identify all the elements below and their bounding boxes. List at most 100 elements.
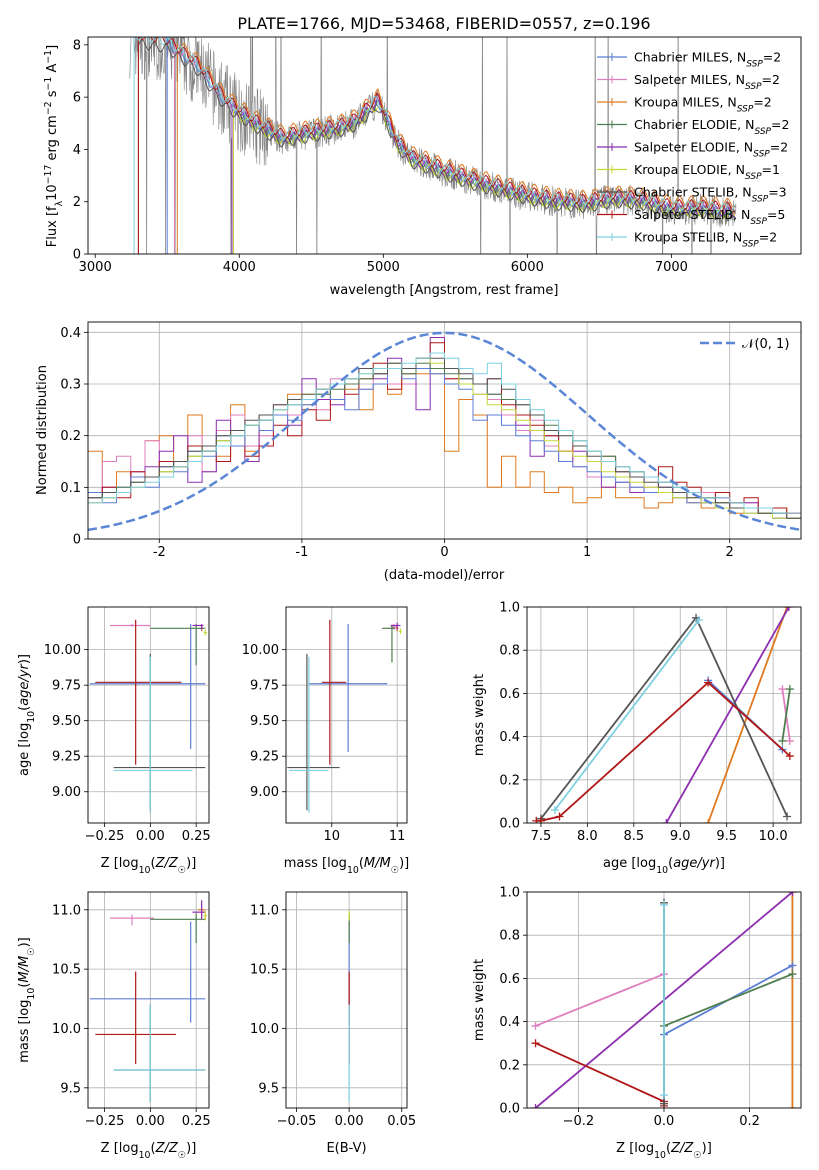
axes-frame bbox=[87, 606, 210, 824]
point-salpeter_miles bbox=[110, 624, 151, 627]
axes-frame bbox=[285, 891, 408, 1109]
x-tick-label: 3000 bbox=[79, 260, 112, 275]
weight-marker-salpeter_stelib bbox=[785, 752, 794, 761]
point-chabrier_stelib bbox=[113, 653, 206, 811]
x-tick-label: 9.0 bbox=[670, 829, 691, 844]
y-tick-label: 10.0 bbox=[52, 1022, 81, 1037]
axes-frame bbox=[87, 891, 210, 1109]
model-line-kroupa_miles bbox=[176, 42, 736, 254]
y-tick-label: 0.1 bbox=[60, 481, 81, 496]
weight-line-kroupa_miles bbox=[707, 607, 788, 823]
y-tick-label: 6 bbox=[73, 91, 81, 106]
legend-label-salpeter_miles: Salpeter MILES, NSSP=2 bbox=[634, 72, 780, 92]
panel-residuals: -2 -1 0 1 2 0 0.1 0.2 0.3 0.4 (data-model)/error No… bbox=[35, 321, 802, 583]
x-axis-label: age [log10(age/yr)] bbox=[603, 856, 725, 876]
panel-weight_vs_age: 7.5 8.0 8.5 9.0 9.5 10.0 0.0 0.2 0.4 0.6 0.8 1.0 age… bbox=[472, 601, 802, 876]
x-axis-label: (data-model)/error bbox=[384, 568, 505, 583]
model-line-kroupa_stelib bbox=[133, 37, 737, 254]
y-axis-label: age [log10(age/yr)] bbox=[17, 654, 37, 776]
x-tick-label: 11 bbox=[389, 829, 406, 844]
point-salpeter_stelib bbox=[321, 619, 347, 765]
y-tick-label: 0.8 bbox=[499, 929, 520, 944]
weight-marker-chabrier_stelib bbox=[660, 1099, 668, 1108]
y-axis-label: mass [log10(M/M☉)] bbox=[17, 937, 37, 1063]
weight-marker-salpeter_elodie bbox=[784, 607, 793, 611]
y-tick-label: 9.5 bbox=[60, 1081, 81, 1096]
weight-marker-chabrier_miles bbox=[788, 961, 797, 970]
y-axis-label: Normed distribution bbox=[35, 365, 50, 495]
y-tick-label: 8 bbox=[73, 38, 81, 53]
point-kroupa_stelib bbox=[113, 656, 193, 814]
panel-age_vs_mass: 10 11 9.00 9.25 9.50 9.75 10.00 mass [log10(M/M… bbox=[242, 606, 409, 876]
x-axis-label: Z [log10(Z/Z☉)] bbox=[101, 1141, 197, 1161]
y-tick-label: 0 bbox=[73, 533, 81, 548]
y-tick-label: 0.2 bbox=[499, 773, 520, 788]
y-tick-label: 0.6 bbox=[499, 687, 520, 702]
model-line-salpeter_stelib bbox=[137, 37, 735, 254]
y-tick-label: 9.5 bbox=[258, 1081, 279, 1096]
x-tick-label: 0.00 bbox=[335, 1114, 364, 1129]
weight-marker-salpeter_stelib bbox=[536, 816, 545, 823]
point-salpeter_elodie bbox=[192, 900, 206, 920]
y-tick-label: 11.0 bbox=[250, 903, 279, 918]
weight-marker-kroupa_miles bbox=[788, 1104, 797, 1108]
y-tick-label: 4 bbox=[73, 143, 81, 158]
x-tick-label: −0.25 bbox=[85, 1114, 125, 1129]
point-chabrier_elodie bbox=[150, 913, 206, 944]
weight-marker-chabrier_elodie bbox=[788, 970, 797, 979]
y-tick-label: 10.00 bbox=[44, 643, 81, 658]
x-tick-label: 7000 bbox=[655, 260, 688, 275]
plot-area bbox=[287, 619, 402, 814]
x-tick-label: −0.2 bbox=[563, 1114, 595, 1129]
hist-kroupa_stelib bbox=[88, 352, 801, 514]
weight-line-salpeter_miles bbox=[535, 973, 665, 1027]
panel-weight_vs_Z: −0.2 0.0 0.2 0.0 0.2 0.4 0.6 0.8 1.0 Z [log10(Z/Z… bbox=[472, 886, 802, 1161]
weight-marker-salpeter_elodie bbox=[662, 819, 671, 823]
x-axis-label: Z [log10(Z/Z☉)] bbox=[101, 856, 197, 876]
x-axis-label: Z [log10(Z/Z☉)] bbox=[616, 1141, 712, 1161]
weight-marker-salpeter_stelib bbox=[531, 1039, 540, 1048]
y-tick-label: 0.6 bbox=[499, 972, 520, 987]
point-kroupa_elodie bbox=[399, 628, 402, 634]
y-tick-label: 9.00 bbox=[52, 785, 81, 800]
weight-marker-chabrier_stelib bbox=[783, 812, 792, 821]
axes-frame bbox=[87, 321, 802, 540]
weight-marker-salpeter_miles bbox=[785, 736, 794, 745]
x-tick-label: 10.0 bbox=[759, 829, 788, 844]
weight-marker-salpeter_miles bbox=[531, 1021, 540, 1030]
legend-label-normal: 𝒩(0, 1) bbox=[742, 337, 789, 352]
x-tick-label: 1 bbox=[583, 545, 591, 560]
y-tick-label: 10.5 bbox=[52, 963, 81, 978]
weight-marker-kroupa_stelib bbox=[550, 806, 559, 815]
plot-area bbox=[531, 892, 797, 1108]
x-tick-label: 0.05 bbox=[387, 1114, 416, 1129]
weight-marker-kroupa_stelib bbox=[694, 615, 703, 624]
panel-mass_vs_ebv: −0.05 0.00 0.05 9.5 10.0 10.5 11.0 E(B-V) bbox=[250, 891, 416, 1156]
axes-frame bbox=[526, 891, 802, 1109]
y-tick-label: 9.25 bbox=[52, 750, 81, 765]
figure-title: PLATE=1766, MJD=53468, FIBERID=0557, z=0… bbox=[237, 14, 650, 33]
x-axis-label: wavelength [Angstrom, rest frame] bbox=[330, 283, 559, 298]
point-chabrier_miles bbox=[89, 921, 206, 1023]
plot-area bbox=[88, 331, 801, 532]
y-tick-label: 0.4 bbox=[60, 326, 81, 341]
weight-marker-salpeter_elodie bbox=[531, 1104, 540, 1108]
y-tick-label: 2 bbox=[73, 195, 81, 210]
x-tick-label: 0.00 bbox=[136, 829, 165, 844]
x-tick-label: 0.25 bbox=[182, 829, 211, 844]
x-tick-label: 4000 bbox=[223, 260, 256, 275]
plot-area bbox=[129, 37, 737, 254]
y-tick-label: 0.4 bbox=[499, 1015, 520, 1030]
weight-line-kroupa_stelib bbox=[554, 619, 700, 811]
axes-frame bbox=[285, 606, 408, 824]
x-tick-label: 0.2 bbox=[739, 1114, 760, 1129]
y-tick-label: 1.0 bbox=[499, 886, 520, 901]
y-axis-label: mass weight bbox=[472, 674, 487, 756]
y-tick-label: 11.0 bbox=[52, 903, 81, 918]
point-salpeter_elodie bbox=[390, 622, 401, 630]
legend-label-kroupa_miles: Kroupa MILES, NSSP=2 bbox=[634, 95, 772, 115]
y-axis-label: Flux [fλ10−17 erg cm−2 s−1 A−1] bbox=[43, 45, 65, 247]
plot-area bbox=[89, 619, 208, 814]
x-tick-label: 6000 bbox=[511, 260, 544, 275]
